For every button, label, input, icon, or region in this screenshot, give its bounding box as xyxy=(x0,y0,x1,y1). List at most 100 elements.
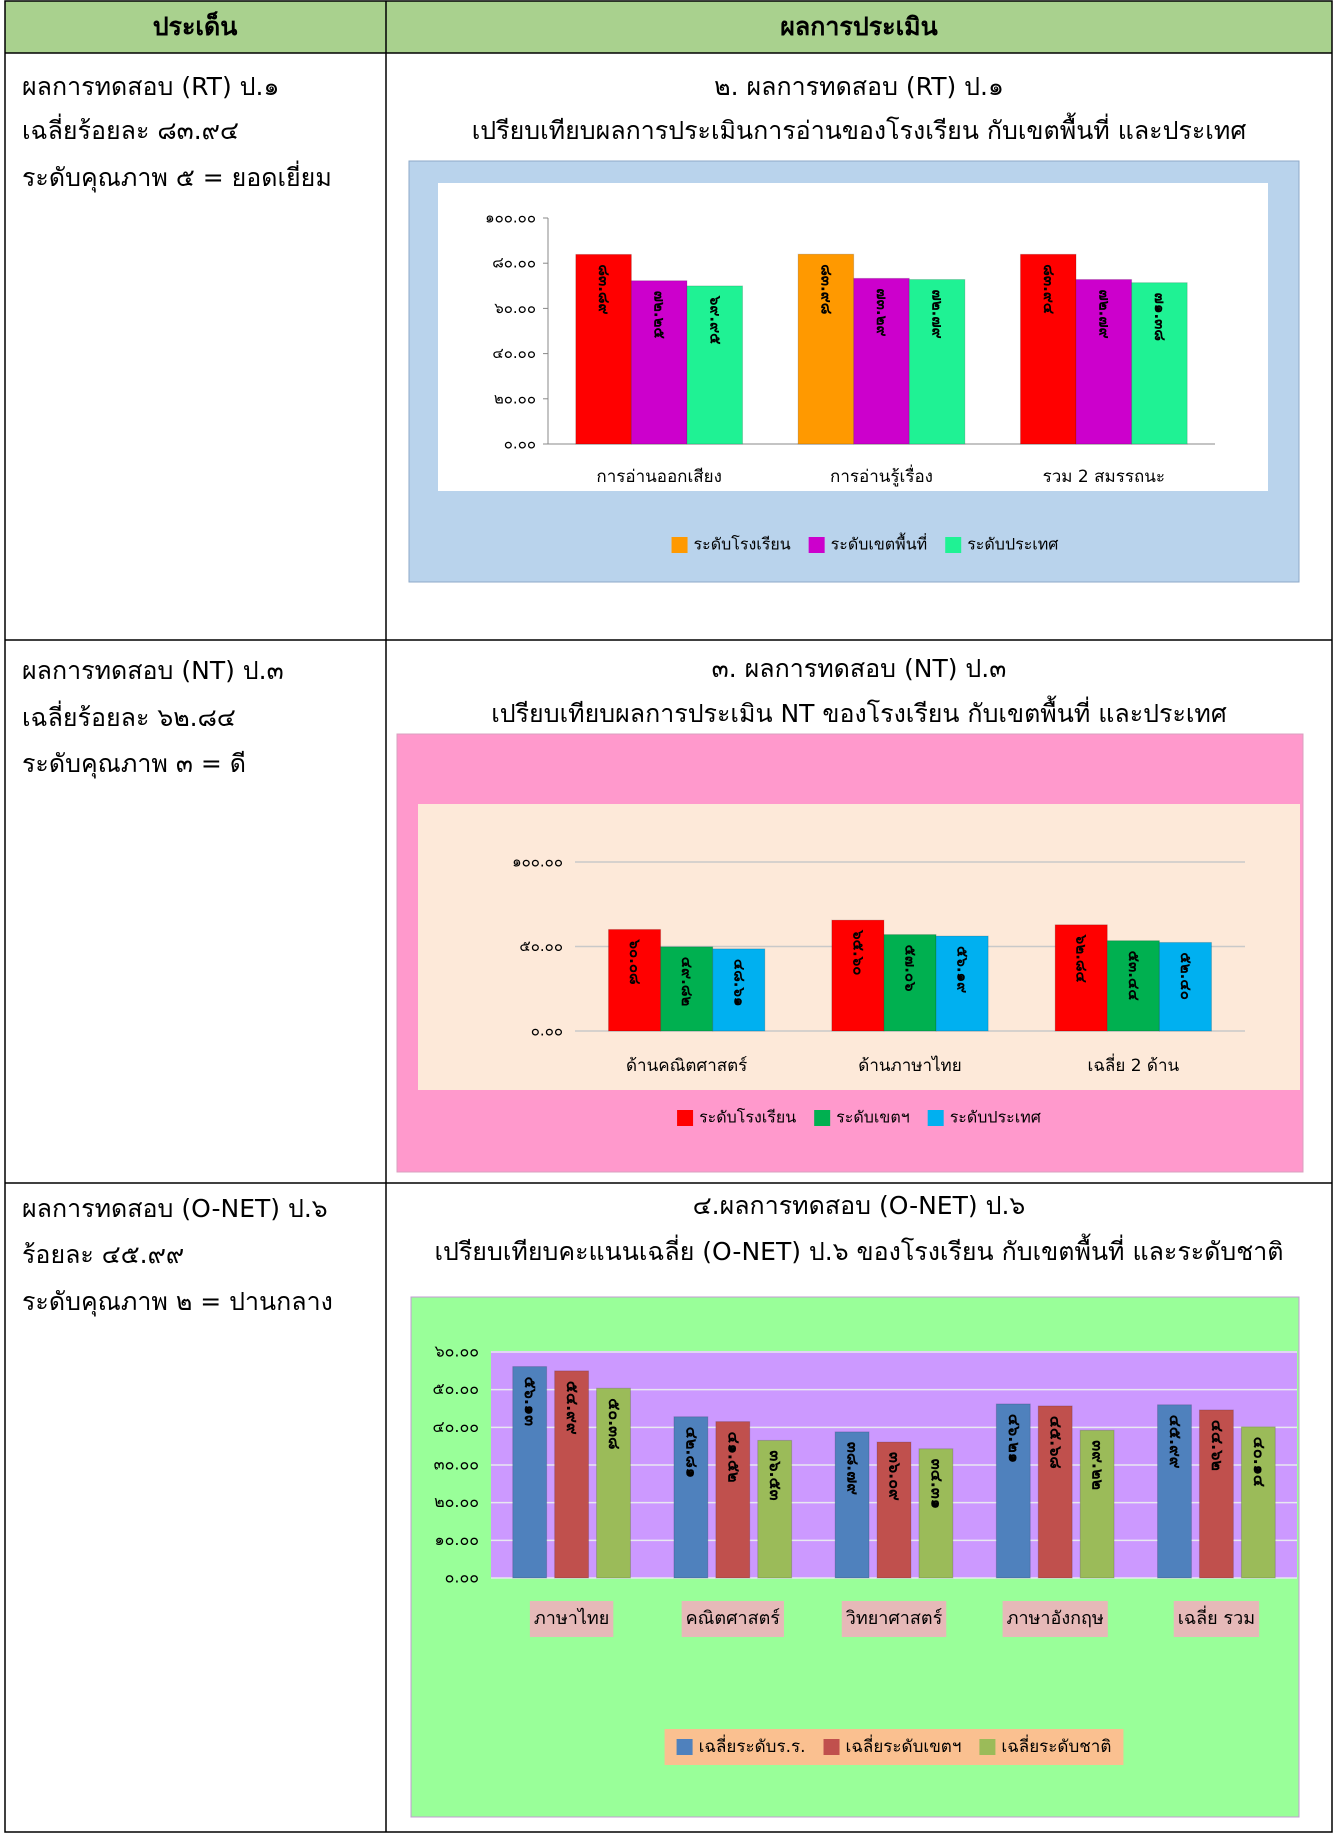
table-grid xyxy=(4,0,1333,1833)
bar xyxy=(1019,253,1077,445)
header-cell: ประเด็น xyxy=(153,11,238,41)
y-tick-label: ๖๐.๐๐ xyxy=(434,1342,479,1361)
chart-title: เปรียบเทียบผลการประเมิน NT ของโรงเรียน ก… xyxy=(491,695,1227,728)
value-label: ๘๓.๘๙ xyxy=(595,264,613,314)
y-tick-label: ๐.๐๐ xyxy=(531,1022,563,1040)
value-label: ๖๕.๖๐ xyxy=(849,929,867,975)
bar xyxy=(712,948,766,1032)
legend-swatch xyxy=(927,1110,944,1126)
bar xyxy=(797,253,855,445)
value-label: ๗๑.๓๘ xyxy=(1151,293,1169,342)
bar xyxy=(757,1439,793,1579)
bar xyxy=(575,253,632,445)
y-tick-label: ๐.๐๐ xyxy=(445,1568,479,1587)
x-tick-label: ด้านภาษาไทย xyxy=(858,1055,961,1076)
value-label: ๓๖.๐๙ xyxy=(886,1452,905,1501)
chart-title: ๔.ผลการทดสอบ (O-NET) ป.๖ xyxy=(693,1191,1026,1220)
x-tick-label: ภาษาอังกฤษ xyxy=(1007,1608,1104,1629)
y-tick-label: ๐.๐๐ xyxy=(504,435,536,453)
legend-swatch xyxy=(979,1739,996,1755)
cell-text: ระดับคุณภาพ ๒ = ปานกลาง xyxy=(22,1287,333,1317)
value-label: ๕๗.๐๖ xyxy=(902,945,920,992)
bar xyxy=(715,1421,751,1579)
cell-text: ผลการทดสอบ (RT) ป.๑ xyxy=(22,72,279,101)
bar xyxy=(918,1448,954,1579)
legend-label: ระดับโรงเรียน xyxy=(699,1108,796,1127)
legend-swatch xyxy=(945,537,962,553)
value-label: ๗๒.๗๙ xyxy=(929,289,947,338)
bar xyxy=(876,1441,912,1579)
y-tick-label: ๔๐.๐๐ xyxy=(492,344,536,362)
chart-title: เปรียบเทียบคะแนนเฉลี่ย (O-NET) ป.๖ ของโร… xyxy=(434,1233,1283,1266)
value-label: ๕๓.๔๔ xyxy=(1125,951,1143,1002)
x-tick-label: เฉลี่ย รวม xyxy=(1178,1605,1255,1629)
value-label: ๘๓.๙๔ xyxy=(1040,264,1058,315)
value-label: ๔๘.๖๑ xyxy=(730,959,748,1007)
x-tick-label: คณิตศาสตร์ xyxy=(686,1608,781,1629)
y-tick-label: ๘๐.๐๐ xyxy=(492,254,536,272)
y-tick-label: ๑๐๐.๐๐ xyxy=(512,853,563,871)
bar xyxy=(673,1416,709,1579)
bar xyxy=(660,946,714,1032)
value-label: ๗๓.๒๙ xyxy=(873,288,891,336)
bar xyxy=(686,285,744,445)
bar xyxy=(1158,941,1213,1032)
y-tick-label: ๑๐.๐๐ xyxy=(434,1530,479,1549)
label-bg xyxy=(841,1601,947,1637)
bar xyxy=(1037,1405,1073,1579)
x-tick-label: เฉลี่ย 2 ด้าน xyxy=(1088,1053,1180,1076)
value-label: ๗๒.๗๙ xyxy=(1095,289,1113,338)
cell-text: เฉลี่ยร้อยละ ๘๓.๙๔ xyxy=(22,113,239,145)
label-bg xyxy=(1002,1601,1108,1637)
bar xyxy=(1198,1409,1234,1579)
legend-bg xyxy=(664,1729,1124,1765)
y-tick-label: ๑๐๐.๐๐ xyxy=(485,209,536,227)
legend-label: ระดับประเทศ xyxy=(950,1108,1041,1127)
value-label: ๓๙.๒๒ xyxy=(1089,1440,1108,1490)
x-tick-label: การอ่านรู้เรื่อง xyxy=(830,464,933,487)
legend-label: ระดับเขตฯ xyxy=(836,1108,910,1127)
header-cell: ผลการประเมิน xyxy=(780,12,937,41)
x-tick-label: รวม 2 สมรรถนะ xyxy=(1043,467,1165,487)
cell-text: ระดับคุณภาพ ๕ = ยอดเยี่ยม xyxy=(22,160,332,193)
x-tick-label: วิทยาศาสตร์ xyxy=(846,1608,943,1629)
value-label: ๕๖.๑๙ xyxy=(954,946,972,993)
y-tick-label: ๒๐.๐๐ xyxy=(494,389,536,407)
bar xyxy=(831,919,885,1032)
value-label: ๕๐.๓๘ xyxy=(605,1398,624,1449)
legend-swatch xyxy=(823,1739,840,1755)
x-tick-label: ภาษาไทย xyxy=(534,1607,609,1629)
bar xyxy=(554,1370,590,1579)
legend-label: ระดับโรงเรียน xyxy=(694,535,791,554)
value-label: ๖๙.๙๕ xyxy=(706,295,724,345)
cell-text: เฉลี่ยร้อยละ ๖๒.๘๔ xyxy=(22,700,236,732)
bar xyxy=(1240,1426,1276,1579)
value-label: ๔๑.๕๒ xyxy=(724,1432,743,1483)
bar xyxy=(1054,924,1108,1032)
bar xyxy=(1157,1404,1192,1579)
x-tick-label: ด้านคณิตศาสตร์ xyxy=(626,1056,747,1076)
bar xyxy=(596,1387,631,1579)
bar xyxy=(908,278,966,445)
bar xyxy=(1075,278,1133,445)
cell-text: ผลการทดสอบ (NT) ป.๓ xyxy=(22,656,284,685)
cell-text: ผลการทดสอบ (O-NET) ป.๖ xyxy=(22,1194,328,1223)
legend-label: เฉลี่ยระดับชาติ xyxy=(1001,1734,1111,1757)
bar xyxy=(883,934,937,1032)
value-label: ๔๕.๙๙ xyxy=(1166,1415,1185,1469)
bar xyxy=(1106,940,1160,1032)
legend-swatch xyxy=(814,1110,831,1126)
value-label: ๔๕.๖๘ xyxy=(1047,1416,1066,1469)
bar xyxy=(935,935,989,1032)
bar xyxy=(1131,282,1188,445)
chart-title: ๓. ผลการทดสอบ (NT) ป.๓ xyxy=(712,654,1007,683)
bar xyxy=(608,928,662,1032)
label-bg xyxy=(681,1601,784,1637)
value-label: ๔๒.๘๑ xyxy=(682,1427,701,1478)
legend-swatch xyxy=(808,537,825,553)
bar xyxy=(834,1431,870,1579)
value-label: ๘๓.๙๘ xyxy=(817,264,835,315)
cell-text: ร้อยละ ๔๕.๙๙ xyxy=(22,1240,184,1269)
chart-title: เปรียบเทียบผลการประเมินการอ่านของโรงเรีย… xyxy=(472,112,1247,145)
